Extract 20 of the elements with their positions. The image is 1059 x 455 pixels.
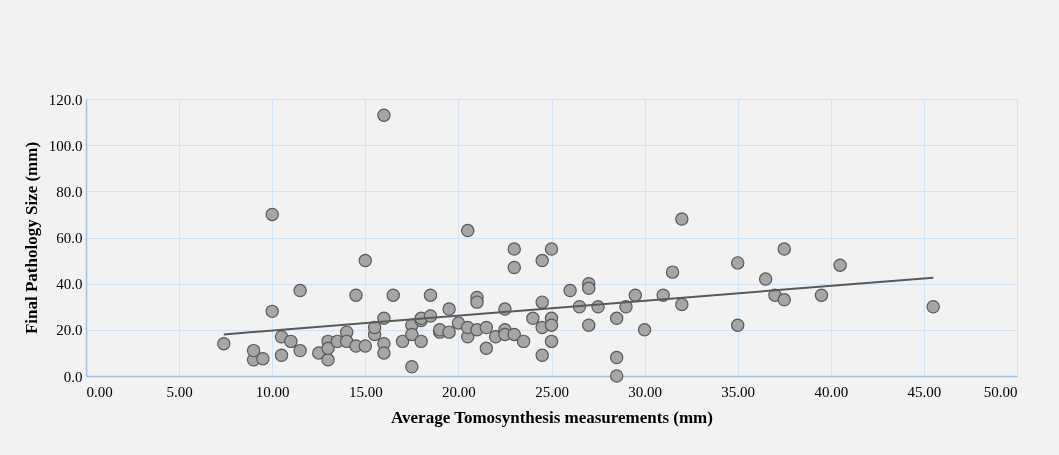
y-axis-title: Final Pathology Size (mm) bbox=[21, 141, 41, 335]
y-tick-label: 120.0 bbox=[48, 91, 83, 108]
y-tick-label: 60.0 bbox=[56, 230, 83, 246]
x-tick-label: 25.00 bbox=[535, 383, 569, 400]
x-axis-title: Average Tomosynthesis measurements (mm) bbox=[391, 407, 713, 427]
x-tick-label: 20.00 bbox=[442, 383, 476, 400]
x-tick-label: 35.00 bbox=[721, 383, 756, 400]
x-tick-label: 40.00 bbox=[814, 383, 849, 400]
x-tick-label: 0.00 bbox=[86, 383, 113, 400]
x-tick-label: 30.00 bbox=[628, 383, 662, 400]
x-tick-label: 5.00 bbox=[166, 383, 193, 400]
y-tick-label: 20.0 bbox=[56, 322, 83, 339]
y-tick-label: 100.0 bbox=[48, 137, 83, 154]
x-tick-label: 50.00 bbox=[983, 383, 1018, 400]
x-tick-label: 15.00 bbox=[348, 383, 383, 400]
y-tick-label: 0.0 bbox=[63, 368, 83, 385]
x-tick-label: 10.00 bbox=[255, 383, 290, 400]
x-tick-label: 45.00 bbox=[907, 383, 942, 400]
y-tick-label: 80.0 bbox=[56, 183, 83, 200]
y-tick-label: 40.0 bbox=[56, 276, 83, 293]
